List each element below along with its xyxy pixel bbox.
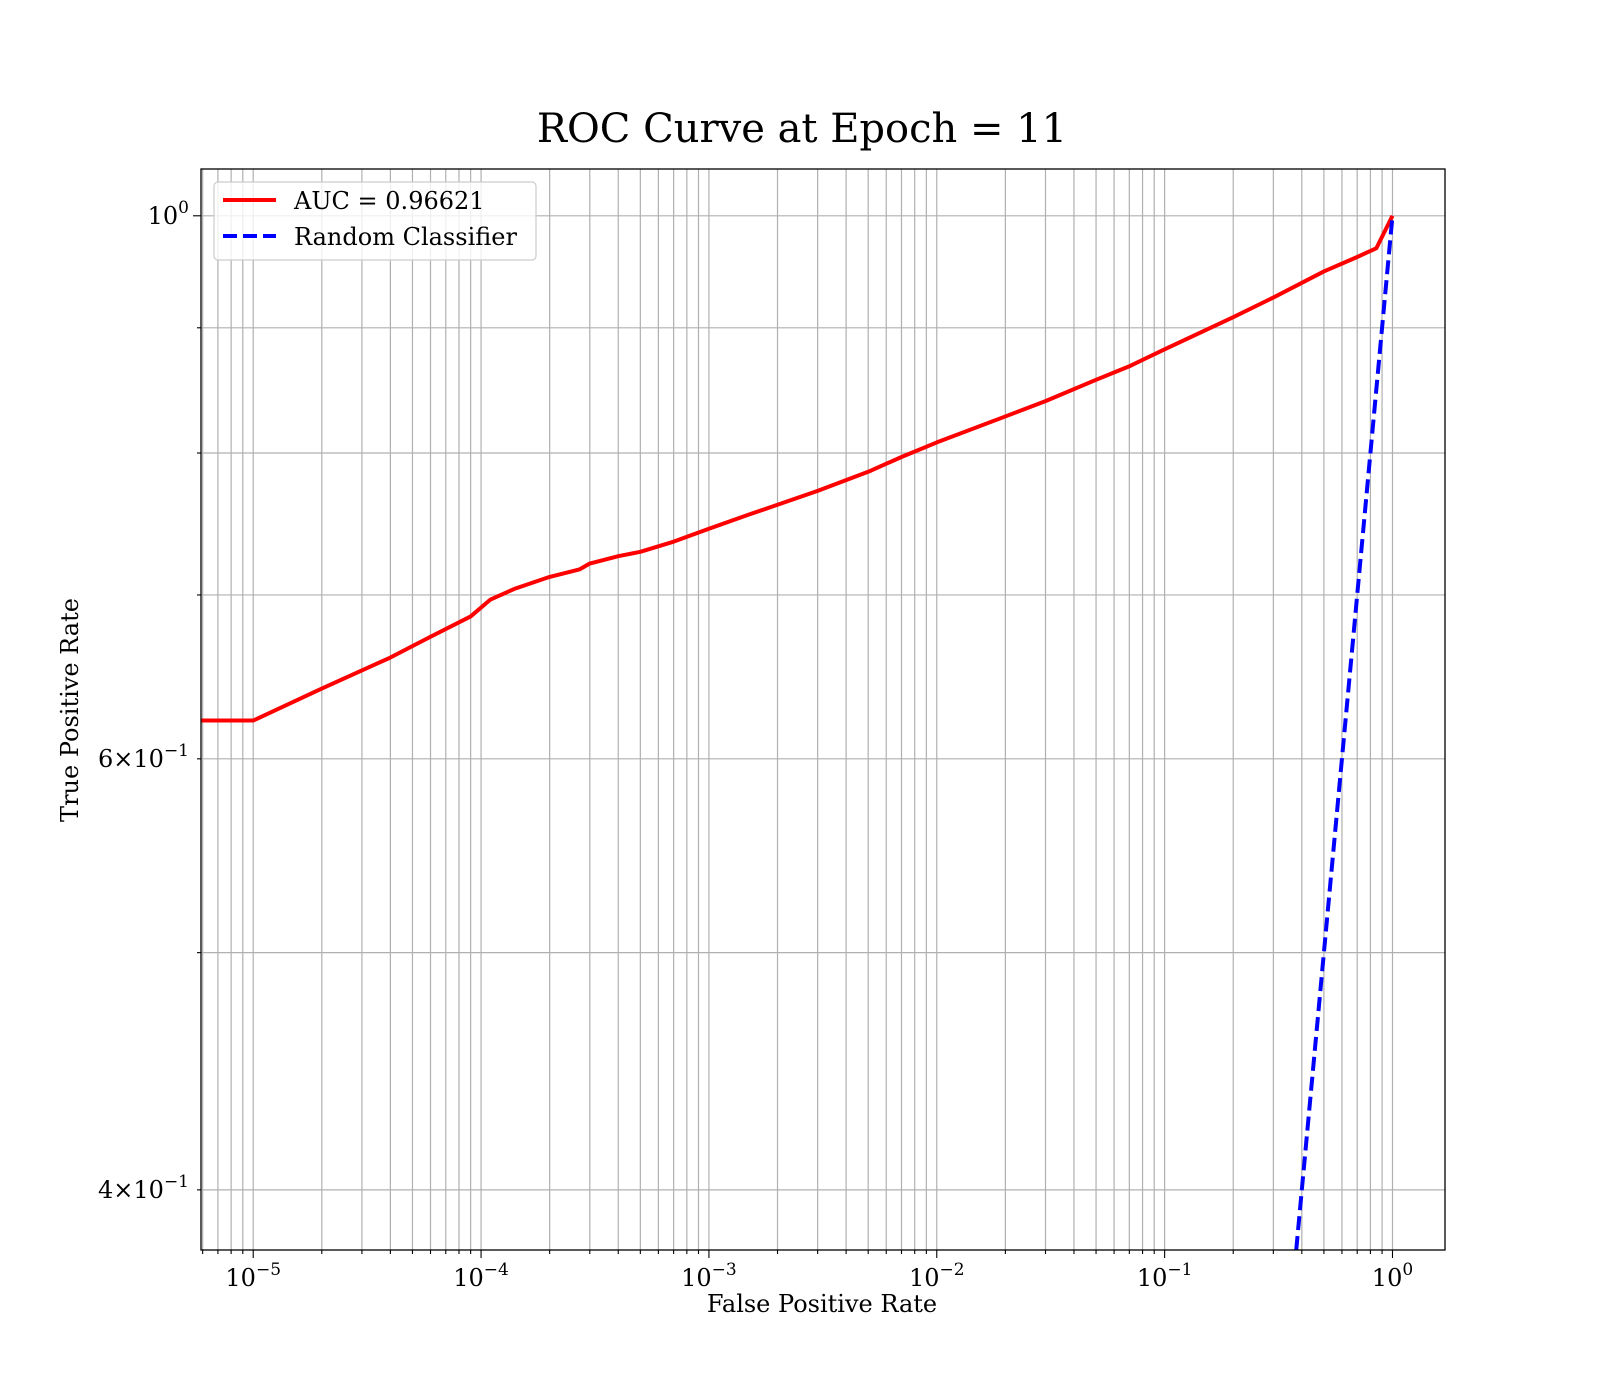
y-axis-label: True Positive Rate (56, 598, 84, 822)
series-layer (201, 214, 1395, 1250)
x-tick-label-base: 10 (453, 1264, 484, 1292)
x-tick-label-exponent: −4 (484, 1260, 509, 1280)
x-tick-label: 10−4 (453, 1260, 509, 1292)
x-tick-label-exponent: −3 (712, 1260, 737, 1280)
legend-label-auc: AUC = 0.96621 (293, 187, 485, 215)
x-tick-label-base: 10 (1137, 1264, 1168, 1292)
x-tick-label-base: 10 (909, 1264, 940, 1292)
y-tick-label-exponent: −1 (164, 741, 189, 761)
random-classifier-line (1294, 215, 1395, 1250)
x-tick-label-base: 10 (1372, 1264, 1403, 1292)
x-tick-label-base: 10 (225, 1264, 256, 1292)
x-tick-label: 10−3 (681, 1260, 737, 1292)
chart-title: ROC Curve at Epoch = 11 (537, 106, 1067, 152)
x-tick-label: 10−5 (225, 1260, 281, 1292)
x-tick-label-exponent: −2 (940, 1260, 965, 1280)
x-tick-label: 10−2 (909, 1260, 965, 1292)
x-tick-label: 10−1 (1137, 1260, 1193, 1292)
y-tick-label-base: 10 (148, 202, 179, 230)
y-tick-label-base: 6×10 (98, 745, 164, 773)
grid-lines (201, 169, 1445, 1250)
x-tick-label-base: 10 (681, 1264, 712, 1292)
x-tick-label-exponent: −1 (1167, 1260, 1192, 1280)
x-axis-ticks: 10−5 10−4 10−3 10−2 10−1 100 (202, 1250, 1413, 1292)
y-tick-label-exponent: −1 (164, 1172, 189, 1192)
legend-label-random: Random Classifier (294, 223, 517, 251)
x-tick-label-exponent: 0 (1402, 1260, 1413, 1280)
roc-curve-line (201, 214, 1395, 723)
y-tick-label: 100 (148, 198, 189, 230)
legend-box (213, 181, 537, 261)
legend: AUC = 0.96621 Random Classifier (213, 181, 537, 261)
plot-area-frame (200, 168, 1446, 1251)
y-tick-label: 4×10−1 (98, 1172, 189, 1204)
y-tick-label-base: 4×10 (98, 1176, 164, 1204)
y-tick-label-exponent: 0 (178, 198, 189, 218)
x-axis-label: False Positive Rate (707, 1290, 937, 1318)
x-tick-label-exponent: −5 (256, 1260, 281, 1280)
y-tick-label: 6×10−1 (98, 741, 189, 773)
x-tick-label: 100 (1372, 1260, 1413, 1292)
